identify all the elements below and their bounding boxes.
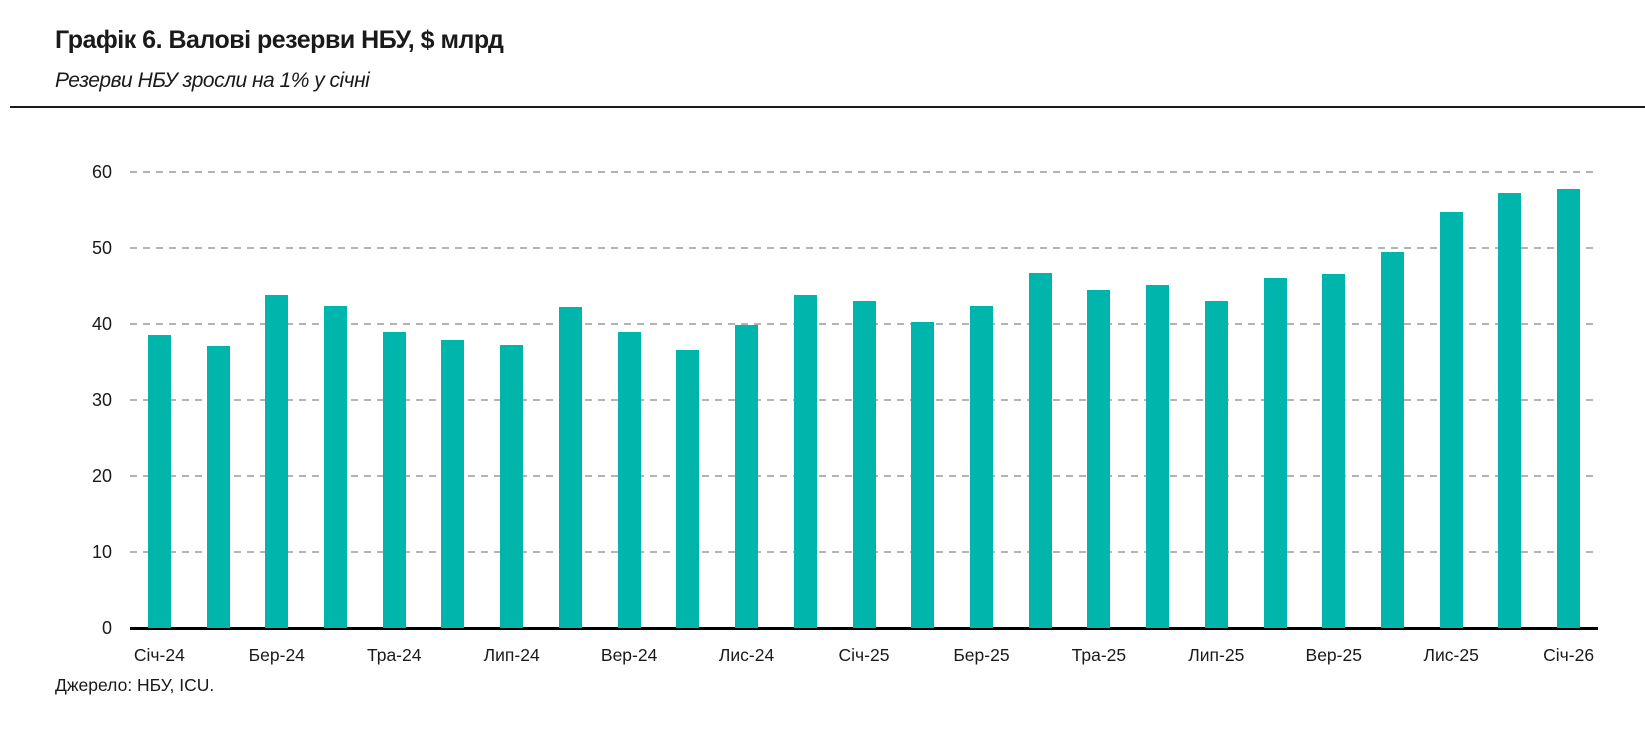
chart-subtitle: Резерви НБУ зросли на 1% у січні	[55, 69, 370, 92]
y-tick-label-60: 60	[91, 162, 112, 182]
x-tick-label-Бер-25: Бер-25	[953, 645, 1010, 665]
x-tick-label-Тра-25: Тра-25	[1071, 645, 1127, 665]
x-tick-label-Тра-24: Тра-24	[367, 645, 422, 665]
bar-Лют-25	[911, 322, 935, 628]
bar-Січ-25	[852, 301, 876, 628]
x-tick-label-Вер-24: Вер-24	[600, 645, 658, 665]
bar-Чер-25	[1146, 285, 1170, 628]
bar-Бер-25	[969, 305, 993, 628]
x-tick-label-Січ-26: Січ-26	[1543, 645, 1595, 665]
bar-Вер-25	[1322, 273, 1346, 628]
bar-Лют-24	[206, 346, 230, 628]
y-tick-label-0: 0	[101, 618, 112, 638]
bar-Гру-25	[1498, 193, 1522, 628]
bar-Бер-24	[265, 295, 289, 628]
bar-Сер-24	[558, 306, 582, 628]
bar-Чер-24	[441, 339, 465, 628]
bar-Гру-24	[793, 295, 817, 628]
bar-Тра-25	[1087, 289, 1111, 628]
bar-Лип-25	[1204, 301, 1228, 628]
x-tick-label-Бер-24: Бер-24	[248, 645, 305, 665]
bar-Кві-24	[324, 305, 348, 628]
gridline-50	[130, 247, 1598, 249]
bar-Лип-24	[500, 345, 524, 628]
bar-Січ-26	[1557, 189, 1581, 628]
x-axis-line	[130, 627, 1598, 630]
x-tick-label-Лип-24: Лип-24	[483, 645, 540, 665]
bar-Лис-24	[735, 324, 759, 628]
y-tick-label-20: 20	[91, 466, 112, 486]
y-tick-label-30: 30	[91, 390, 112, 410]
x-tick-label-Вер-25: Вер-25	[1305, 645, 1362, 665]
bar-Лис-25	[1439, 212, 1463, 628]
header-divider-line	[10, 106, 1645, 108]
bar-Жов-25	[1380, 251, 1404, 628]
chart-title: Графік 6. Валові резерви НБУ, $ млрд	[55, 26, 504, 54]
x-tick-label-Січ-25: Січ-25	[838, 645, 890, 665]
source-note: Джерело: НБУ, ICU.	[55, 675, 215, 695]
x-tick-label-Лис-25: Лис-25	[1423, 645, 1479, 665]
bar-Вер-24	[617, 332, 641, 628]
bar-Жов-24	[676, 349, 700, 628]
bar-Кві-25	[1028, 273, 1052, 628]
x-tick-label-Лис-24: Лис-24	[718, 645, 775, 665]
bar-Сер-25	[1263, 278, 1287, 628]
y-tick-label-50: 50	[91, 238, 112, 258]
x-tick-label-Січ-24: Січ-24	[133, 645, 185, 665]
bar-Тра-24	[382, 331, 406, 628]
bar-chart-plot-area	[130, 171, 1598, 630]
gridline-60	[130, 171, 1598, 173]
y-tick-label-10: 10	[91, 542, 112, 562]
y-tick-label-40: 40	[91, 314, 112, 334]
bar-Січ-24	[147, 335, 171, 628]
x-tick-label-Лип-25: Лип-25	[1188, 645, 1245, 665]
